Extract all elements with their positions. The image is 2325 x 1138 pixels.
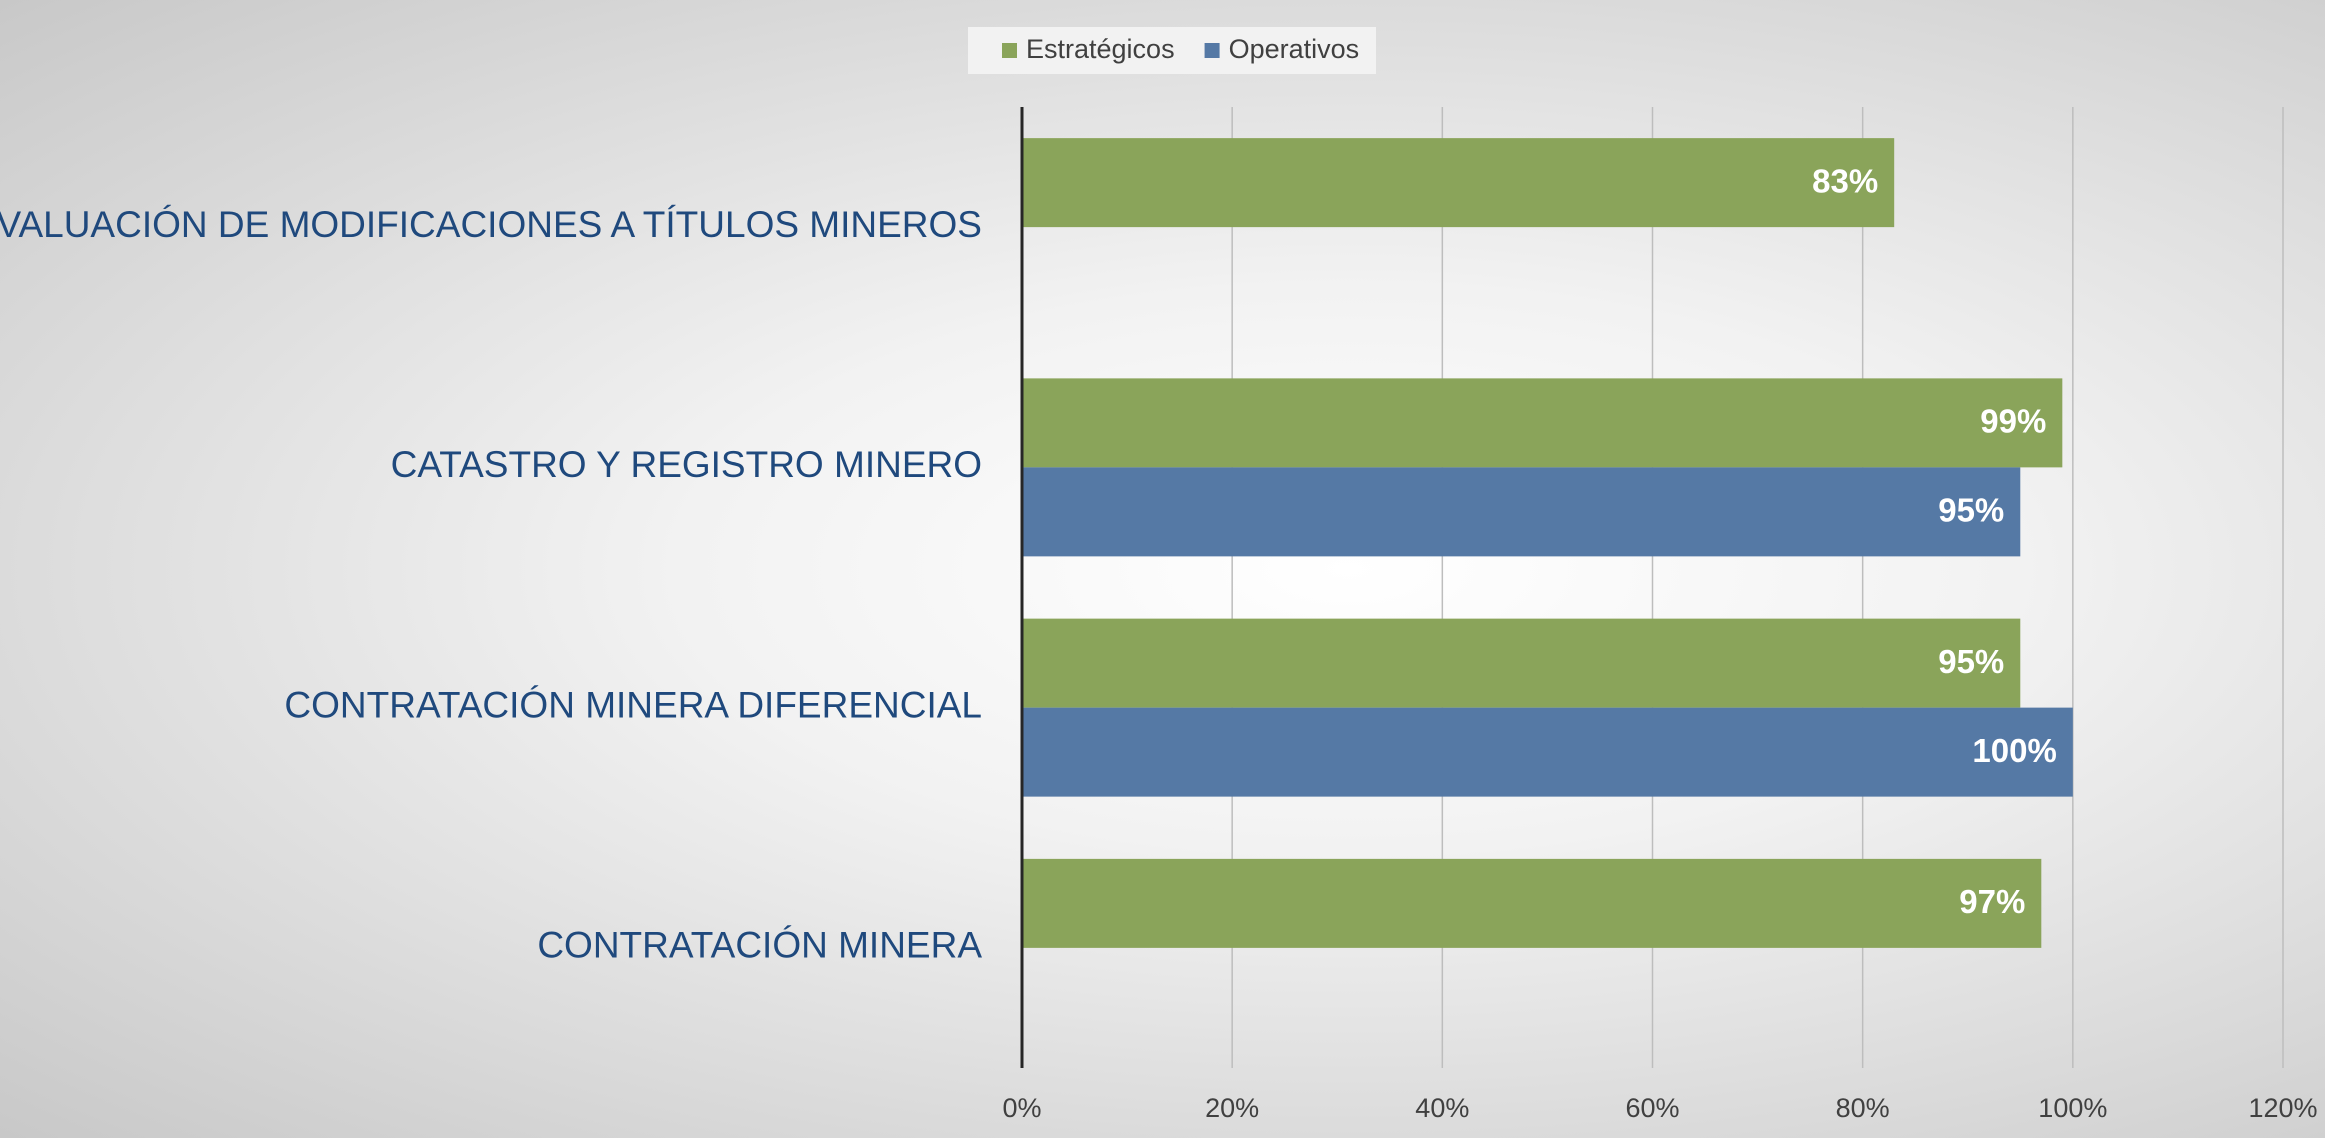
- bar: [1022, 618, 2021, 708]
- value-label: 83%: [1812, 162, 1878, 199]
- category-label: CONTRATACIÓN MINERA: [537, 925, 982, 966]
- bar: [1022, 467, 2021, 557]
- value-label: 95%: [1938, 643, 2004, 680]
- legend-swatch: [1204, 43, 1220, 58]
- value-label: 95%: [1938, 492, 2004, 529]
- bar: [1022, 138, 1895, 228]
- category-label: EVALUACIÓN DE MODIFICACIONES A TÍTULOS M…: [0, 204, 982, 245]
- bar: [1022, 707, 2073, 797]
- legend-swatch: [1002, 43, 1017, 58]
- x-tick-label: 60%: [1625, 1093, 1679, 1123]
- bar: [1022, 858, 2042, 948]
- bar: [1022, 378, 2063, 468]
- x-tick-label: 40%: [1415, 1093, 1469, 1123]
- x-tick-label: 20%: [1205, 1093, 1259, 1123]
- value-label: 99%: [1980, 403, 2046, 440]
- legend-label: Estratégicos: [1026, 34, 1175, 64]
- x-tick-label: 80%: [1836, 1093, 1890, 1123]
- category-label: CONTRATACIÓN MINERA DIFERENCIAL: [284, 684, 982, 725]
- legend-box: [968, 27, 1376, 74]
- x-tick-label: 0%: [1002, 1093, 1041, 1123]
- value-label: 97%: [1959, 883, 2025, 920]
- category-label: CATASTRO Y REGISTRO MINERO: [391, 444, 982, 485]
- x-tick-label: 100%: [2038, 1093, 2107, 1123]
- x-tick-label: 120%: [2248, 1093, 2317, 1123]
- value-label: 100%: [1972, 732, 2056, 769]
- legend-label: Operativos: [1229, 34, 1360, 64]
